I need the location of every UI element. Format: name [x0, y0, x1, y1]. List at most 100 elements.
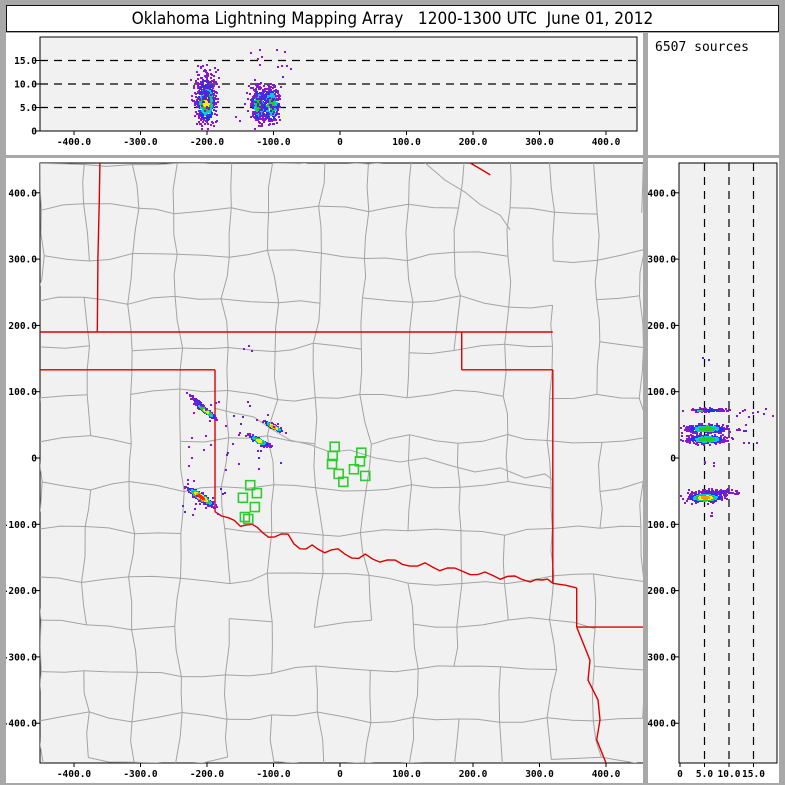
county-boundary: [266, 399, 279, 437]
state-border: [96, 163, 101, 333]
county-boundary: [347, 163, 369, 165]
county-boundary: [360, 297, 363, 350]
county-boundary: [504, 343, 553, 348]
county-boundary: [456, 583, 463, 628]
county-boundary: [127, 253, 134, 305]
county-boundary: [597, 249, 643, 261]
county-boundary: [413, 716, 460, 721]
county-boundary: [84, 164, 133, 167]
county-boundary: [553, 573, 594, 577]
county-boundary: [359, 490, 367, 533]
county-boundary: [180, 437, 229, 443]
county-boundary: [177, 163, 211, 164]
county-boundary: [366, 163, 370, 212]
lma-station-marker: [359, 470, 371, 482]
county-boundary: [220, 298, 229, 348]
county-boundary: [510, 159, 549, 162]
county-boundary: [507, 434, 548, 441]
county-boundary: [547, 440, 603, 444]
county-boundary: [129, 394, 132, 445]
county-boundary: [461, 581, 505, 585]
x-axis-tick-label: -100.0: [256, 137, 291, 148]
county-boundary: [508, 304, 553, 309]
county-boundary: [86, 624, 132, 631]
county-boundary: [83, 670, 90, 713]
county-boundary: [127, 304, 133, 351]
county-boundary: [84, 296, 128, 305]
county-boundary: [220, 486, 226, 529]
county-boundary: [278, 300, 321, 304]
y-axis-tick-label: 0: [31, 454, 37, 465]
county-boundary: [368, 575, 373, 621]
county-boundary: [223, 674, 228, 720]
county-boundary: [267, 572, 324, 575]
lma-station-marker: [326, 458, 338, 470]
county-boundary: [596, 299, 601, 342]
county-boundary: [173, 213, 178, 255]
county-boundary: [83, 670, 138, 673]
county-boundary: [315, 394, 360, 399]
county-boundary: [319, 253, 322, 304]
county-boundary: [318, 206, 322, 254]
x-axis-tick-label: 5.0: [696, 769, 713, 780]
county-boundary: [44, 255, 90, 262]
county-boundary: [412, 295, 461, 303]
county-boundary: [128, 576, 133, 630]
y-axis-tick-label: -400.0: [6, 719, 37, 730]
county-boundary: [180, 577, 231, 585]
county-boundary: [508, 617, 550, 621]
county-boundary: [277, 397, 316, 402]
county-boundary: [132, 208, 140, 254]
county-boundary: [504, 528, 553, 536]
y-axis-tick-label: 200.0: [8, 321, 37, 332]
county-boundary: [83, 203, 90, 262]
x-axis-tick-label: 300.0: [525, 769, 554, 780]
county-boundary: [549, 158, 593, 161]
county-boundary: [362, 258, 367, 298]
county-boundary: [368, 163, 384, 165]
map-layer: [40, 158, 643, 768]
map-plot-area: [39, 162, 643, 764]
county-boundary: [266, 573, 273, 622]
county-boundary: [315, 487, 367, 492]
county-boundary: [406, 352, 410, 398]
county-boundary: [127, 295, 176, 305]
y-axis-tick-label: 200.0: [648, 321, 676, 332]
county-boundary: [454, 764, 502, 768]
county-boundary: [498, 666, 501, 723]
county-boundary: [131, 712, 183, 723]
county-boundary: [601, 437, 643, 443]
county-boundary: [182, 347, 229, 350]
county-boundary: [639, 481, 643, 527]
county-boundary: [180, 491, 185, 534]
lma-station-marker: [348, 463, 360, 475]
county-boundary: [405, 204, 410, 261]
county-boundary: [317, 711, 372, 724]
county-boundary: [40, 619, 87, 626]
county-boundary: [269, 714, 275, 762]
county-boundary: [89, 711, 133, 723]
county-boundary: [407, 583, 414, 625]
county-boundary: [130, 388, 180, 395]
y-axis-tick-label: 0: [31, 127, 37, 138]
county-boundary: [268, 205, 319, 214]
county-boundary: [173, 207, 232, 215]
county-boundary: [85, 526, 135, 535]
county-boundary: [315, 487, 324, 536]
county-boundary: [639, 295, 643, 348]
county-boundary: [596, 393, 640, 399]
ns-altitude-panel: 400.0 300.0 200.0 100.0 0 -100.0 -200.0 -300.0 -…: [648, 158, 779, 783]
county-boundary: [593, 717, 643, 722]
county-boundary: [412, 668, 419, 718]
county-boundary: [549, 619, 558, 670]
county-boundary: [271, 621, 273, 674]
ew-altitude-chart: 15.0 10.0 5.0 0 -400.0 -300.0 -200.0 -100.0 0 100…: [14, 36, 638, 148]
county-boundary: [40, 210, 45, 256]
county-boundary: [594, 260, 598, 300]
county-boundary: [509, 163, 512, 208]
county-boundary: [229, 249, 268, 258]
county-boundary: [226, 714, 272, 721]
county-boundary: [548, 346, 553, 399]
county-boundary: [409, 762, 426, 763]
county-boundary: [40, 481, 43, 513]
